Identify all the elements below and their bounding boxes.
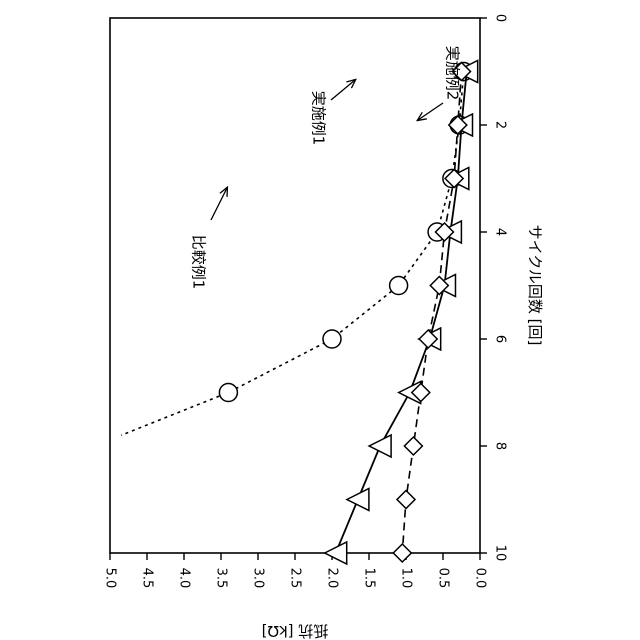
y-tick-label: 3.5 (214, 568, 229, 589)
series-line-2 (336, 72, 467, 554)
y-tick-label: 2.0 (325, 568, 340, 589)
annotation-arrow (211, 188, 227, 220)
x-tick-label: 6 (493, 335, 508, 343)
x-axis-label: サイクル回数 [回] (526, 225, 544, 346)
data-point-triangle (325, 542, 347, 564)
plot-frame (110, 18, 480, 553)
y-axis-label: 抵抗 [kΩ] (262, 622, 329, 640)
x-tick-label: 0 (493, 14, 508, 22)
annotation-label: 比較例1 (190, 235, 208, 290)
annotations: 比較例1 実施例1 実施例2 (190, 46, 462, 290)
y-tick-label: 4.0 (177, 568, 192, 589)
annotation-arrow (331, 80, 355, 100)
series-layer (121, 61, 478, 565)
data-point-triangle (369, 435, 391, 457)
annotation-label: 実施例2 (444, 46, 462, 101)
annotation-label: 実施例1 (310, 91, 328, 146)
data-point-diamond (397, 491, 415, 509)
data-point-circle (390, 277, 408, 295)
y-tick-label: 0.5 (436, 568, 451, 589)
y-tick-label: 2.5 (288, 568, 303, 589)
x-tick-label: 8 (493, 442, 508, 450)
x-tick-label: 10 (493, 545, 508, 562)
data-point-diamond (404, 437, 422, 455)
data-point-circle (219, 384, 237, 402)
series-line-3 (402, 72, 461, 554)
data-point-triangle (347, 489, 369, 511)
y-tick-label: 1.5 (362, 568, 377, 589)
x-tick-label: 4 (493, 228, 508, 236)
y-tick-label: 3.0 (251, 568, 266, 589)
x-tick-label: 2 (493, 121, 508, 129)
y-tick-label: 1.0 (399, 568, 414, 589)
data-point-diamond (393, 544, 411, 562)
y-tick-label: 0.0 (473, 568, 488, 589)
y-tick-label: 4.5 (140, 568, 155, 589)
annotation-arrow (418, 103, 443, 120)
y-tick-label: 5.0 (103, 568, 118, 589)
series-line-1 (121, 72, 464, 436)
data-point-circle (323, 330, 341, 348)
